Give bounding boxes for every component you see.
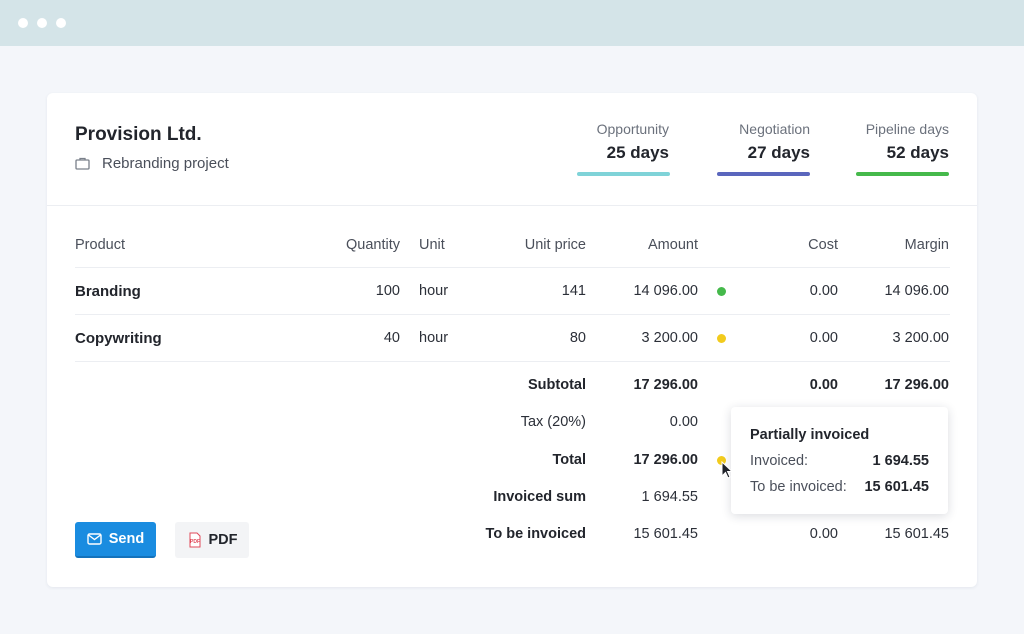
column-header-margin[interactable]: Margin (904, 237, 949, 253)
tooltip-invoiced-label: Invoiced: (750, 453, 809, 469)
amount-cell: 3 200.00 (641, 330, 698, 346)
invoice-status-tooltip: Partially invoiced Invoiced: 1 694.55 To… (731, 407, 948, 514)
window-control-dot[interactable] (18, 18, 28, 28)
deal-card: Provision Ltd. Rebranding project Opport… (47, 93, 977, 587)
tax-amount: 0.00 (669, 414, 698, 430)
stat-label: Opportunity (596, 121, 669, 137)
unit-price-cell: 80 (569, 330, 586, 346)
quantity-cell: 100 (375, 283, 400, 299)
pdf-icon-text: PDF (190, 539, 200, 545)
total-label: Total (552, 452, 586, 468)
to-be-invoiced-label: To be invoiced (485, 526, 586, 542)
product-name: Branding (75, 283, 141, 300)
mail-icon (87, 533, 102, 545)
margin-cell: 3 200.00 (892, 330, 949, 346)
to-be-invoiced-margin: 15 601.45 (884, 526, 949, 542)
project-link[interactable]: Rebranding project (75, 155, 229, 172)
company-name: Provision Ltd. (75, 124, 202, 145)
stat-pipeline-days: Pipeline days 52 days (866, 121, 949, 163)
send-button-label: Send (108, 531, 145, 547)
invoice-status-dot[interactable] (717, 334, 726, 343)
margin-cell: 14 096.00 (884, 283, 949, 299)
unit-cell: hour (419, 283, 449, 299)
stat-bar-negotiation (717, 172, 810, 176)
stat-negotiation: Negotiation 27 days (739, 121, 810, 163)
subtotal-amount: 17 296.00 (633, 377, 698, 393)
amount-cell: 14 096.00 (633, 283, 698, 299)
subtotal-cost: 0.00 (809, 377, 838, 393)
tooltip-to-be-invoiced-value: 15 601.45 (864, 479, 929, 495)
invoiced-sum-amount: 1 694.55 (641, 489, 698, 505)
invoiced-sum-label: Invoiced sum (493, 489, 586, 505)
to-be-invoiced-amount: 15 601.45 (633, 526, 698, 542)
unit-cell: hour (419, 330, 449, 346)
stat-value: 25 days (606, 143, 669, 162)
row-divider (75, 361, 950, 362)
column-header-unit-price[interactable]: Unit price (524, 237, 586, 253)
tooltip-title: Partially invoiced (750, 427, 870, 443)
mouse-pointer-icon (721, 461, 733, 479)
stat-value: 27 days (747, 143, 810, 162)
column-header-quantity[interactable]: Quantity (346, 237, 400, 253)
product-name: Copywriting (75, 330, 162, 347)
pdf-file-icon: PDF (189, 532, 200, 548)
stat-opportunity: Opportunity 25 days (597, 121, 669, 163)
unit-price-cell: 141 (561, 283, 586, 299)
row-divider (75, 267, 950, 268)
quantity-cell: 40 (383, 330, 400, 346)
window-control-dot[interactable] (37, 18, 47, 28)
total-amount: 17 296.00 (633, 452, 698, 468)
window-titlebar (0, 0, 1024, 46)
column-header-product[interactable]: Product (75, 237, 125, 253)
tooltip-invoiced-value: 1 694.55 (872, 453, 929, 469)
subtotal-margin: 17 296.00 (884, 377, 949, 393)
stat-label: Pipeline days (865, 121, 949, 137)
stat-label: Negotiation (739, 121, 810, 137)
header-divider (47, 205, 977, 206)
column-header-amount[interactable]: Amount (648, 237, 698, 253)
cost-cell: 0.00 (809, 330, 838, 346)
column-header-cost[interactable]: Cost (808, 237, 838, 253)
subtotal-label: Subtotal (528, 377, 586, 393)
cost-cell: 0.00 (809, 283, 838, 299)
pdf-button-label: PDF (208, 532, 238, 548)
stat-value: 52 days (886, 143, 949, 162)
tooltip-to-be-invoiced-label: To be invoiced: (750, 479, 847, 495)
invoice-status-dot[interactable] (717, 456, 726, 465)
stat-bar-opportunity (577, 172, 670, 176)
stat-bar-pipeline-days (856, 172, 949, 176)
invoice-status-dot[interactable] (717, 287, 726, 296)
row-divider (75, 314, 950, 315)
window-control-dot[interactable] (56, 18, 66, 28)
send-button[interactable]: Send (75, 522, 156, 558)
pdf-button[interactable]: PDF PDF (175, 522, 249, 558)
briefcase-icon (75, 157, 90, 170)
column-header-unit[interactable]: Unit (419, 237, 445, 253)
tax-label: Tax (20%) (520, 414, 586, 430)
project-name: Rebranding project (102, 155, 229, 172)
to-be-invoiced-cost: 0.00 (809, 526, 838, 542)
